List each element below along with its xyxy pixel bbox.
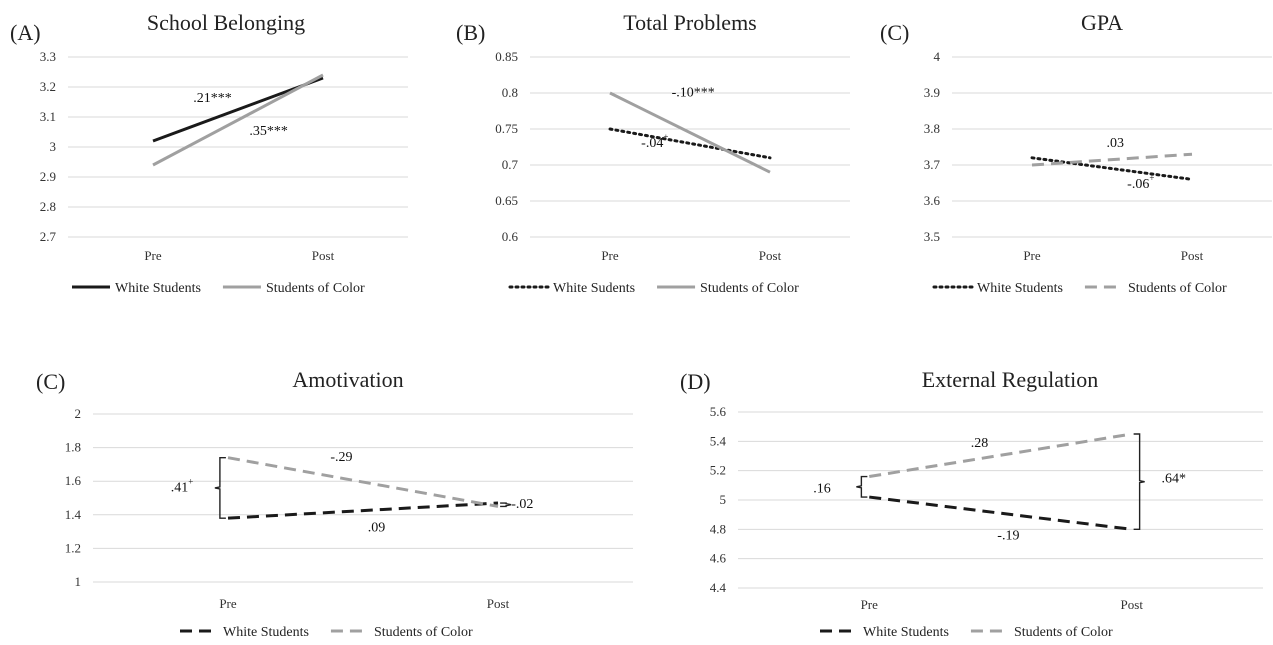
x-tick-label: Pre (1023, 248, 1041, 263)
y-tick-label: 0.6 (502, 229, 519, 244)
chart-panel-4: (C) Amotivation 1 1.2 1.4 1.6 1.8 2 Pre Post -.29.… (36, 367, 633, 640)
panel-letter: (C) (880, 20, 909, 45)
series-line-1 (228, 503, 498, 518)
series-line-1 (869, 497, 1132, 529)
y-tick-label: 4.4 (710, 580, 727, 595)
annotation-label: -.06+ (1127, 173, 1154, 192)
series-line-2 (869, 434, 1132, 477)
y-tick-label: 3.6 (924, 193, 941, 208)
legend-label-1: White Students (977, 281, 1063, 296)
y-tick-label: 1.6 (65, 473, 82, 488)
chart-panel-3: (C) GPA 3.5 3.6 3.7 3.8 3.9 4 Pre Post .03 -.06+ Whi… (880, 10, 1272, 296)
x-tick-label: Pre (601, 248, 619, 263)
legend-label-1: White Students (863, 625, 949, 640)
panel-letter: (A) (10, 20, 41, 45)
y-tick-label: 0.75 (495, 121, 518, 136)
y-tick-label: 1 (75, 574, 82, 589)
y-tick-label: 2.7 (40, 229, 57, 244)
annotation-label: .21*** (193, 91, 232, 106)
y-tick-label: 1.2 (65, 540, 81, 555)
y-tick-label: 4.8 (710, 521, 726, 536)
legend-label-2: Students of Color (1014, 625, 1113, 640)
y-tick-label: 0.7 (502, 157, 519, 172)
chart-title: External Regulation (922, 367, 1099, 392)
y-tick-label: 5.2 (710, 463, 726, 478)
y-tick-label: 3.7 (924, 157, 941, 172)
y-tick-label: 2 (75, 406, 82, 421)
y-tick-label: 5.4 (710, 433, 727, 448)
chart-title: Amotivation (292, 367, 403, 392)
legend-label-1: White Students (115, 281, 201, 296)
annotation-label: .41+ (171, 476, 194, 495)
annotation-label: -.29 (330, 450, 352, 465)
chart-panel-5: (D) External Regulation 4.4 4.6 4.8 5 5.2 5.4 5.… (680, 367, 1263, 640)
legend-label-1: White Students (223, 625, 309, 640)
y-tick-label: 5.6 (710, 404, 727, 419)
legend-label-2: Students of Color (700, 281, 799, 296)
legend-label-2: Students of Color (374, 625, 473, 640)
annotation-label: .35*** (249, 124, 288, 139)
chart-title: GPA (1081, 10, 1123, 35)
chart-panel-2: (B) Total Problems 0.6 0.65 0.7 0.75 0.8 0.85 Pr… (456, 10, 850, 296)
annotation-label: .09 (368, 521, 386, 536)
bracket (856, 477, 867, 498)
annotation-label: -.10*** (672, 86, 715, 101)
panel-letter: (B) (456, 20, 485, 45)
x-tick-label: Post (487, 596, 510, 611)
series-line-2 (153, 75, 323, 165)
y-tick-label: 4 (934, 49, 941, 64)
legend-label-1: White Sudents (553, 281, 635, 296)
legend-label-2: Students of Color (1128, 281, 1227, 296)
y-tick-label: 3 (50, 139, 57, 154)
panel-letter: (D) (680, 369, 711, 394)
bracket (215, 458, 226, 518)
y-tick-label: 2.9 (40, 169, 56, 184)
y-tick-label: 3.2 (40, 79, 56, 94)
x-tick-label: Pre (861, 597, 879, 612)
series-line-2 (228, 458, 498, 507)
annotation-label: -.19 (997, 529, 1019, 544)
y-tick-label: 0.85 (495, 49, 518, 64)
y-tick-label: 1.8 (65, 440, 81, 455)
chart-title: Total Problems (623, 10, 757, 35)
y-tick-label: 0.8 (502, 85, 518, 100)
y-tick-label: 3.5 (924, 229, 940, 244)
panel-letter: (C) (36, 369, 65, 394)
y-tick-label: 3.3 (40, 49, 56, 64)
annotation-label: -.02 (511, 497, 533, 512)
x-tick-label: Post (759, 248, 782, 263)
legend-label-2: Students of Color (266, 281, 365, 296)
annotation-label: .28 (971, 436, 989, 451)
chart-title: School Belonging (147, 10, 305, 35)
bracket (1134, 434, 1145, 529)
chart-panel-1: (A) School Belonging 2.7 2.8 2.9 3 3.1 3.2 3.3 Pr… (10, 10, 408, 296)
annotation-label: .64* (1162, 471, 1187, 486)
bracket (500, 503, 511, 506)
x-tick-label: Post (312, 248, 335, 263)
x-tick-label: Post (1181, 248, 1204, 263)
y-tick-label: 0.65 (495, 193, 518, 208)
x-tick-label: Pre (144, 248, 162, 263)
y-tick-label: 3.1 (40, 109, 56, 124)
y-tick-label: 5 (720, 492, 727, 507)
annotation-label: .16 (813, 482, 831, 497)
x-tick-label: Post (1121, 597, 1144, 612)
y-tick-label: 3.9 (924, 85, 940, 100)
y-tick-label: 3.8 (924, 121, 940, 136)
annotation-label: .03 (1106, 136, 1124, 151)
x-tick-label: Pre (219, 596, 237, 611)
y-tick-label: 1.4 (65, 507, 82, 522)
y-tick-label: 4.6 (710, 551, 727, 566)
y-tick-label: 2.8 (40, 199, 56, 214)
